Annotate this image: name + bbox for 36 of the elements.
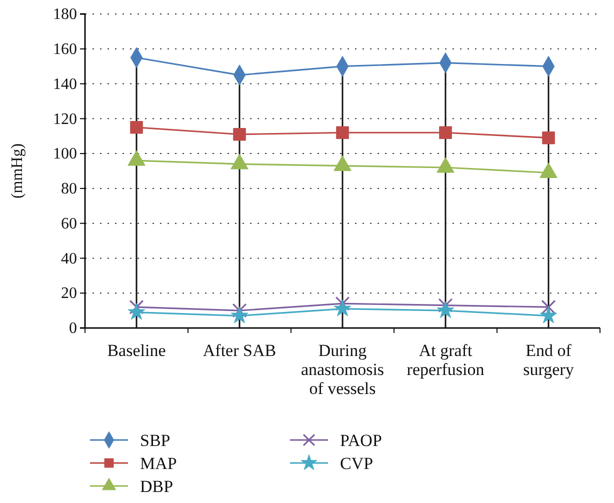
y-tick-label: 40 <box>61 250 77 268</box>
point <box>128 303 146 320</box>
point <box>230 306 248 324</box>
x-tick-label: Baseline <box>107 341 166 360</box>
legend-label: DBP <box>140 477 174 496</box>
point <box>439 126 452 139</box>
point <box>233 128 246 141</box>
point <box>335 296 350 311</box>
x-tick-label: After SAB <box>202 341 276 360</box>
point <box>232 303 247 318</box>
point <box>542 131 555 144</box>
legend-label: MAP <box>140 454 177 473</box>
point <box>540 306 558 324</box>
point <box>438 298 453 313</box>
y-tick-label: 160 <box>53 41 77 58</box>
point <box>334 300 352 316</box>
legend-label: CVP <box>340 454 374 473</box>
point <box>130 121 143 134</box>
y-tick-label: 120 <box>53 110 77 128</box>
y-tick-label: 20 <box>61 285 77 302</box>
y-tick-label: 180 <box>53 6 77 24</box>
x-tick-label: During anastomosis of vessels <box>300 341 384 398</box>
x-tick-label: At graft reperfusion <box>406 341 485 379</box>
legend-label: SBP <box>140 431 170 450</box>
y-tick-label: 0 <box>69 320 77 338</box>
y-tick-label: 140 <box>53 76 77 93</box>
y-tick-label: 100 <box>53 146 77 163</box>
legend-label: PAOP <box>340 431 382 450</box>
point <box>129 300 144 314</box>
y-tick-label: 80 <box>61 180 77 198</box>
point <box>336 126 349 139</box>
point <box>541 300 556 314</box>
y-axis-title: (mmHg) <box>9 143 26 199</box>
point <box>436 301 454 318</box>
y-tick-label: 60 <box>61 215 77 232</box>
x-tick-label: End of surgery <box>523 341 574 379</box>
